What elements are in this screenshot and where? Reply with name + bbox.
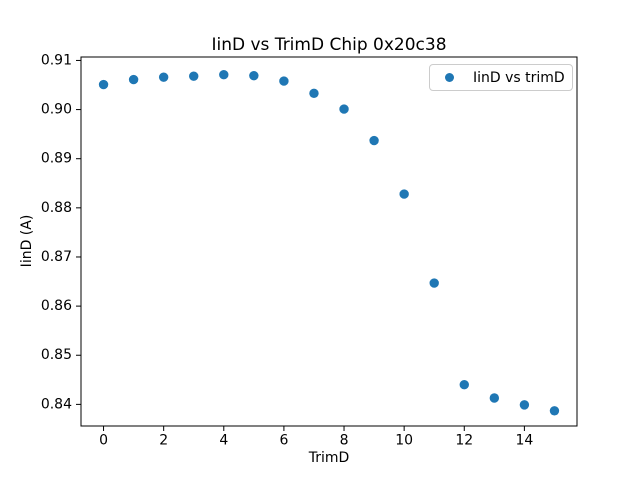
- y-tick-label: 0.84: [41, 396, 72, 412]
- y-tick-label: 0.88: [41, 200, 72, 216]
- scatter-point: [549, 406, 560, 416]
- scatter-point: [399, 189, 409, 199]
- x-tick-label: 2: [159, 433, 168, 449]
- y-axis-label: IinD (A): [19, 214, 35, 268]
- y-tick-label: 0.87: [41, 249, 72, 265]
- scatter-point: [309, 88, 319, 99]
- x-tick-label: 0: [99, 433, 108, 449]
- scatter-point: [459, 380, 469, 390]
- scatter-point: [429, 278, 439, 288]
- scatter-point: [369, 135, 379, 146]
- legend-marker-icon: [445, 73, 454, 82]
- y-tick-label: 0.85: [41, 347, 72, 363]
- y-tick-label: 0.89: [41, 151, 72, 167]
- legend: IinD vs trimD: [429, 64, 573, 91]
- scatter-point: [158, 72, 169, 82]
- legend-label: IinD vs trimD: [473, 69, 565, 86]
- x-tick-label: 6: [279, 433, 288, 449]
- x-tick-label: 8: [340, 433, 349, 449]
- y-tick-label: 0.91: [41, 52, 72, 68]
- x-tick-label: 14: [515, 433, 533, 449]
- scatter-point: [489, 393, 500, 403]
- y-tick-label: 0.90: [41, 102, 72, 118]
- x-tick-label: 12: [455, 433, 473, 449]
- scatter-point: [519, 400, 530, 410]
- scatter-point: [219, 69, 229, 80]
- chart-title: IinD vs TrimD Chip 0x20c38: [211, 35, 447, 55]
- scatter-point: [128, 74, 139, 85]
- x-tick-label: 10: [395, 433, 413, 449]
- x-tick-label: 4: [219, 433, 228, 449]
- scatter-point: [249, 70, 259, 81]
- axes-frame: [80, 56, 578, 427]
- scatter-point: [98, 79, 109, 90]
- y-tick-label: 0.86: [41, 298, 72, 314]
- scatter-point: [339, 104, 349, 114]
- scatter-point: [279, 76, 289, 86]
- scatter-point: [189, 71, 199, 81]
- x-axis-label: TrimD: [308, 450, 350, 466]
